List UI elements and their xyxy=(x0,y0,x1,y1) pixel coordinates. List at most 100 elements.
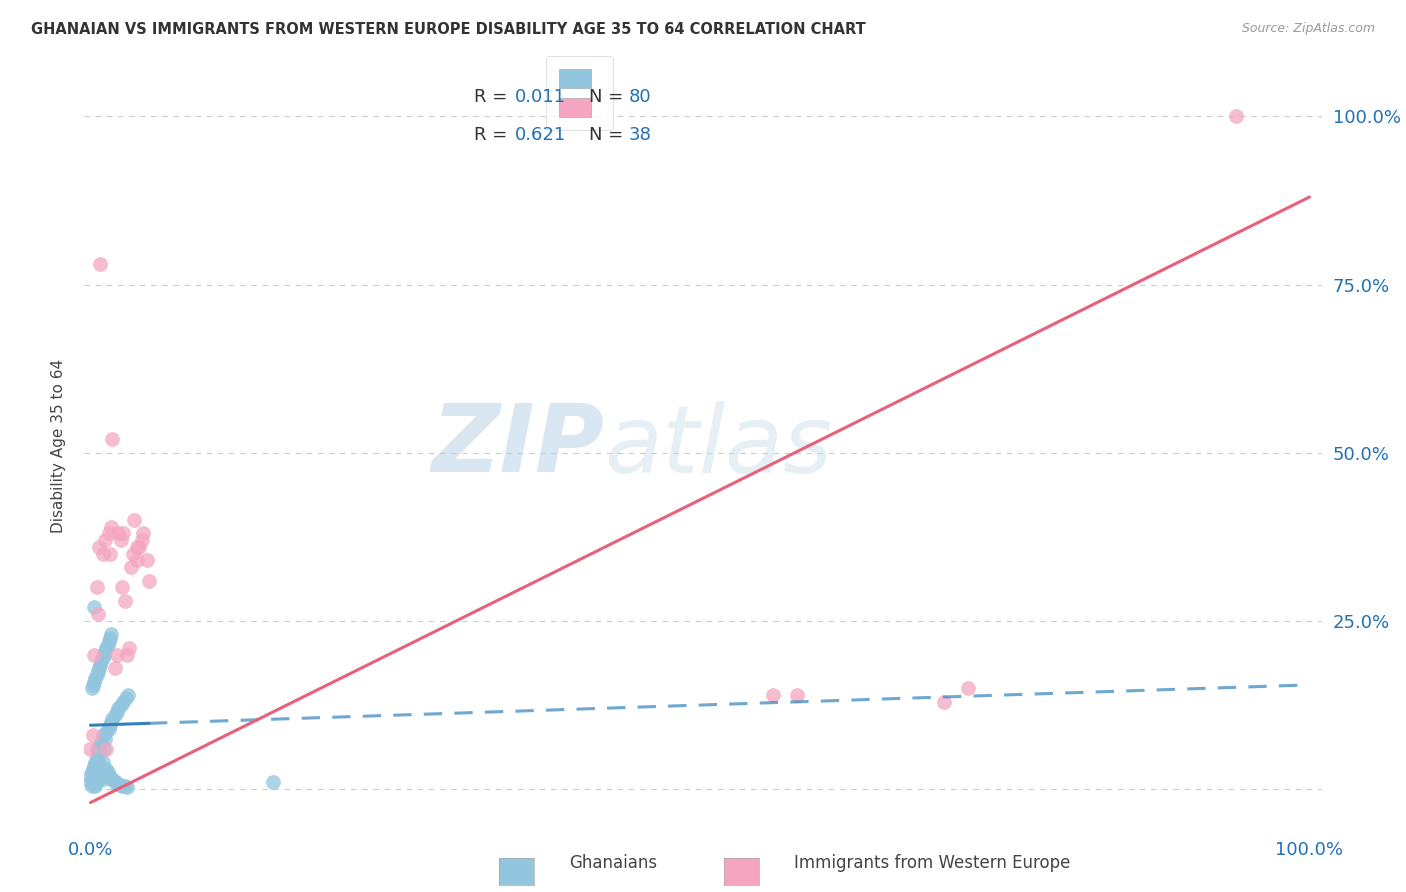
Point xyxy=(84,671,107,685)
Point xyxy=(87,745,110,759)
Point xyxy=(105,777,128,791)
Point xyxy=(83,772,105,787)
Point xyxy=(120,560,142,574)
Point xyxy=(122,547,145,561)
Point xyxy=(83,767,105,781)
Point xyxy=(114,594,136,608)
Point xyxy=(117,688,139,702)
Point xyxy=(932,695,955,709)
Point xyxy=(112,695,135,709)
Point xyxy=(87,752,110,766)
Point xyxy=(96,765,118,780)
Point xyxy=(89,739,111,753)
Point xyxy=(97,634,120,648)
Point xyxy=(104,661,127,675)
Point xyxy=(128,540,150,554)
Point xyxy=(82,770,104,784)
Y-axis label: Disability Age 35 to 64: Disability Age 35 to 64 xyxy=(51,359,66,533)
Point xyxy=(132,526,155,541)
Point xyxy=(101,772,124,786)
Point xyxy=(89,257,111,271)
Point xyxy=(89,657,111,672)
Point xyxy=(97,526,120,541)
Point xyxy=(87,665,110,679)
Point xyxy=(79,769,101,783)
Point xyxy=(100,714,122,729)
Point xyxy=(79,775,101,789)
Point xyxy=(90,735,112,749)
Point xyxy=(82,678,104,692)
Point xyxy=(86,775,108,789)
Point xyxy=(83,600,105,615)
Point xyxy=(100,520,122,534)
Point xyxy=(89,769,111,783)
Point xyxy=(125,553,148,567)
Point xyxy=(93,772,115,786)
Point xyxy=(87,762,110,776)
Point xyxy=(82,762,104,776)
Point xyxy=(87,607,110,622)
Point xyxy=(94,731,117,746)
Point xyxy=(91,728,114,742)
Point xyxy=(80,772,103,786)
Point xyxy=(115,648,138,662)
Point xyxy=(111,580,134,594)
Point xyxy=(93,741,115,756)
Point xyxy=(90,654,112,668)
Point xyxy=(98,547,121,561)
Text: R =: R = xyxy=(474,88,513,106)
Text: Ghanaians: Ghanaians xyxy=(569,855,658,872)
Point xyxy=(125,540,148,554)
Point xyxy=(1225,109,1247,123)
Point xyxy=(108,778,131,792)
Point xyxy=(84,777,107,791)
Point xyxy=(105,648,128,662)
Point xyxy=(96,725,118,739)
Point xyxy=(91,756,114,770)
Point xyxy=(96,638,118,652)
Text: atlas: atlas xyxy=(605,401,832,491)
Point xyxy=(110,533,132,548)
Point xyxy=(98,631,121,645)
Point xyxy=(94,765,117,780)
Point xyxy=(110,698,132,712)
Point xyxy=(786,688,808,702)
Point xyxy=(96,640,118,655)
Point xyxy=(80,779,103,793)
Point xyxy=(84,756,107,770)
Point xyxy=(86,769,108,783)
Text: 0.621: 0.621 xyxy=(515,127,567,145)
Point xyxy=(87,661,110,675)
Legend: , : , xyxy=(546,56,613,130)
Point xyxy=(100,627,122,641)
Point xyxy=(118,640,141,655)
Text: GHANAIAN VS IMMIGRANTS FROM WESTERN EUROPE DISABILITY AGE 35 TO 64 CORRELATION C: GHANAIAN VS IMMIGRANTS FROM WESTERN EURO… xyxy=(31,22,866,37)
Point xyxy=(80,765,103,780)
Point xyxy=(79,741,101,756)
Point xyxy=(83,648,105,662)
Point xyxy=(104,708,127,723)
Point xyxy=(98,718,121,732)
Point xyxy=(97,722,120,736)
Point xyxy=(82,777,104,791)
Text: Immigrants from Western Europe: Immigrants from Western Europe xyxy=(794,855,1071,872)
Point xyxy=(111,779,134,793)
Point xyxy=(101,712,124,726)
Text: ZIP: ZIP xyxy=(432,400,605,492)
Point xyxy=(86,748,108,763)
Point xyxy=(107,526,129,541)
Point xyxy=(86,741,108,756)
Point xyxy=(114,780,136,794)
Point xyxy=(94,644,117,658)
Point xyxy=(957,681,980,696)
Point xyxy=(107,701,129,715)
Text: N =: N = xyxy=(589,88,628,106)
Point xyxy=(87,772,110,786)
Point xyxy=(124,513,146,527)
Point xyxy=(98,770,121,784)
Text: 0.011: 0.011 xyxy=(515,88,567,106)
Point xyxy=(84,779,107,793)
Point xyxy=(87,765,110,780)
Point xyxy=(90,765,112,780)
Point xyxy=(87,540,110,554)
